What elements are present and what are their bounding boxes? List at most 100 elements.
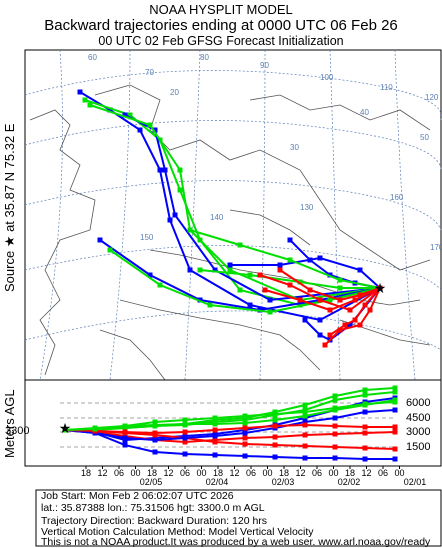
trajectory-marker <box>227 267 233 273</box>
trajectory-marker <box>377 285 383 291</box>
trajectory-marker <box>257 272 263 278</box>
grid-label: 60 <box>88 53 97 62</box>
height-marker <box>392 446 398 452</box>
height-marker <box>332 444 338 450</box>
trajectory-title: Backward trajectories ending at 0000 UTC… <box>44 17 398 34</box>
grid-label: 80 <box>200 53 209 62</box>
trajectory-marker <box>212 267 218 273</box>
grid-label: 170 <box>430 243 442 252</box>
grid-line <box>24 180 442 231</box>
height-marker <box>272 411 278 417</box>
height-marker <box>362 456 368 462</box>
height-marker <box>332 405 338 411</box>
hour-tick-label: 18 <box>147 468 157 478</box>
height-marker <box>242 417 248 423</box>
trajectory-marker <box>237 242 243 248</box>
height-marker <box>212 421 218 427</box>
height-marker <box>392 424 398 430</box>
trajectory-marker <box>147 272 153 278</box>
trajectory-marker <box>337 277 343 283</box>
trajectory-marker <box>317 317 323 323</box>
trajectory-marker <box>287 282 293 288</box>
trajectory-marker <box>357 322 363 328</box>
trajectory-marker <box>277 267 283 273</box>
height-tick-label: 4500 <box>406 412 430 424</box>
source-star-icon: ★ <box>374 280 387 296</box>
hour-tick-label: 00 <box>328 468 338 478</box>
height-trajectory <box>65 399 396 431</box>
trajectory-lines <box>77 89 383 348</box>
height-marker <box>392 389 398 395</box>
height-gridlines <box>60 402 395 448</box>
hour-tick-label: 12 <box>361 468 371 478</box>
trajectory-marker <box>162 167 168 173</box>
trajectory-marker <box>247 302 253 308</box>
trajectory-marker <box>167 217 173 223</box>
height-marker <box>302 419 308 425</box>
info-box <box>35 489 442 547</box>
trajectory-marker <box>87 102 93 108</box>
grid-label: 100 <box>320 73 334 82</box>
height-marker <box>392 385 398 391</box>
height-marker <box>392 407 398 413</box>
trajectory-marker <box>307 257 313 263</box>
height-trajectory <box>64 409 396 442</box>
height-marker <box>242 430 248 436</box>
trajectory-marker <box>157 167 163 173</box>
trajectory-marker <box>177 187 183 193</box>
hour-tick-label: 00 <box>394 468 404 478</box>
coastline <box>94 84 431 271</box>
trajectory-marker <box>322 342 328 348</box>
height-marker <box>122 435 128 441</box>
trajectory-marker <box>237 287 243 293</box>
trajectory-marker <box>157 282 163 288</box>
trajectory-marker <box>317 255 323 261</box>
hour-tick-label: 06 <box>246 468 256 478</box>
grid-line <box>109 49 131 381</box>
trajectory-marker <box>277 262 283 268</box>
height-marker <box>152 449 158 455</box>
trajectory-marker <box>337 285 343 291</box>
coastline <box>249 94 431 131</box>
hour-tick-label: 12 <box>163 468 173 478</box>
height-marker <box>92 426 98 432</box>
trajectory-marker <box>352 317 358 323</box>
trajectory-marker <box>147 122 153 128</box>
trajectory-marker <box>357 267 363 273</box>
grid-label: 20 <box>170 88 179 97</box>
height-marker <box>272 423 278 429</box>
height-marker <box>122 442 128 448</box>
forecast-subtitle: 00 UTC 02 Feb GFSG Forecast Initializati… <box>98 34 344 48</box>
height-marker <box>302 432 308 438</box>
trajectory-marker <box>197 267 203 273</box>
direction-info: Trajectory Direction: Backward Duration:… <box>41 515 268 527</box>
date-label: 02/03 <box>272 477 295 487</box>
height-marker <box>242 425 248 431</box>
trajectory-marker <box>327 297 333 303</box>
coastlines <box>29 84 431 381</box>
hour-tick-label: 12 <box>97 468 107 478</box>
hour-tick-label: 00 <box>262 468 272 478</box>
hour-tick-label: 12 <box>295 468 305 478</box>
height-marker <box>122 429 128 435</box>
trajectory-marker <box>187 267 193 273</box>
trajectory-marker <box>267 309 273 315</box>
trajectory-marker <box>127 112 133 118</box>
trajectory-marker <box>337 297 343 303</box>
height-marker <box>152 437 158 443</box>
trajectory-marker <box>107 107 113 113</box>
trajectory-marker <box>207 302 213 308</box>
trajectory-marker <box>122 112 128 118</box>
coastline <box>119 299 321 371</box>
height-marker <box>152 430 158 436</box>
height-start-star-icon: ★ <box>59 420 72 436</box>
height-tick-label: 1500 <box>406 441 430 453</box>
height-marker <box>332 415 338 421</box>
height-marker <box>392 429 398 435</box>
grid-label: 90 <box>260 61 269 70</box>
hour-tick-label: 06 <box>114 468 124 478</box>
hour-tick-label: 18 <box>81 468 91 478</box>
height-tick-label: 6000 <box>406 397 430 409</box>
height-axis-ticks: 6000 4500 3000 1500 <box>406 397 430 453</box>
trajectory-line <box>89 104 381 302</box>
